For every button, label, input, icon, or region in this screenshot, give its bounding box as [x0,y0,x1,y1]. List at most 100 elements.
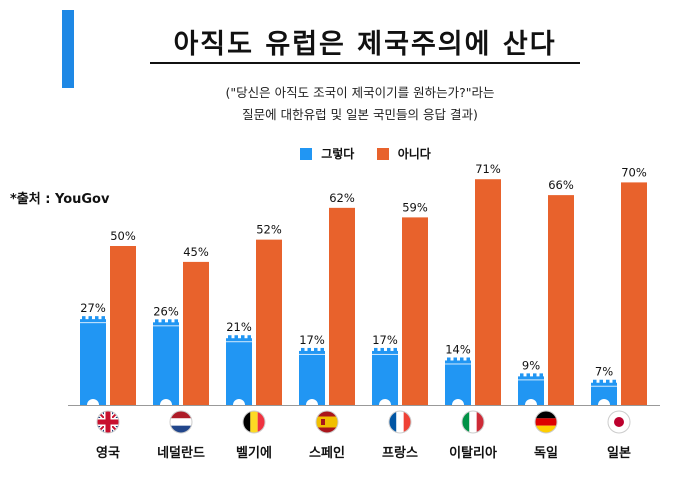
subtitle-line-2: 질문에 대한유럽 및 일본 국민들의 응답 결과) [242,107,478,122]
bar-yes-crenel [520,373,524,377]
bar-yes-stripe [372,353,398,355]
data-label-no: 52% [256,223,282,237]
legend-item-yes: 그렇다 [300,145,354,162]
bar-yes [153,322,179,405]
data-label-no: 50% [110,229,136,243]
category-label: 프랑스 [382,446,418,461]
bar-no [110,246,136,405]
data-label-yes: 17% [372,333,398,347]
bar-yes-crenel [320,347,324,352]
belgium-flag-icon [242,410,266,434]
subtitle-line-1: ("당신은 아직도 조국이 제국이기를 원하는가?"라는 [225,85,495,100]
data-label-yes: 14% [445,342,471,356]
bar-yes-stripe [445,363,471,365]
bar-yes-crenel [599,379,603,384]
data-label-no: 71% [475,162,501,176]
bar-yes-stripe [226,341,252,343]
bar-yes [80,319,106,405]
bar-yes-crenel [466,357,470,361]
bar-no [183,261,209,405]
bar-no [329,207,355,405]
bar-yes-crenel [387,347,391,352]
legend-swatch-no [376,148,389,160]
legend: 그렇다 아니다 [300,145,449,162]
bar-yes-stripe [80,322,106,324]
bar-no [621,182,647,405]
category-label: 벨기에 [236,445,272,461]
bar-yes-gate [598,399,610,405]
data-label-no: 66% [548,178,574,192]
bar-no [475,179,501,405]
bar-yes-crenel [393,347,397,352]
data-label-yes: 17% [299,333,325,347]
bar-yes-crenel [539,373,543,377]
bar-yes-crenel [247,335,251,339]
data-label-yes: 26% [153,304,179,318]
bar-yes-crenel [612,379,616,384]
bar-yes-crenel [593,379,597,384]
bar-yes-crenel [533,373,537,377]
bar-yes-crenel [606,379,610,384]
bar-yes-crenel [228,335,232,339]
data-label-no: 62% [329,191,355,205]
accent-bar [62,10,74,88]
category-label: 스페인 [309,445,345,461]
bar-yes-gate [87,399,99,405]
bar-yes-crenel [241,335,245,339]
japan-flag-icon [607,410,631,434]
bar-no [402,217,428,405]
bar-yes-stripe [591,385,617,387]
bar-yes-crenel [88,316,92,320]
uk-flag-icon [96,410,120,434]
chart-subtitle: ("당신은 아직도 조국이 제국이기를 원하는가?"라는 질문에 대한유럽 및 … [170,82,550,126]
italy-flag-icon [461,410,485,434]
bar-yes-gate [525,399,537,405]
data-label-no: 59% [402,200,428,214]
bar-yes-crenel [301,347,305,352]
bar-yes-crenel [526,373,530,377]
bar-yes [372,350,398,405]
bar-yes-stripe [518,379,544,381]
bar-yes-crenel [374,347,378,352]
bar-yes-crenel [101,316,105,320]
spain-flag-icon [315,410,339,434]
bar-no [548,195,574,405]
legend-swatch-yes [300,148,312,160]
france-flag-icon [388,410,412,434]
bar-yes-crenel [380,347,384,352]
bar-yes-stripe [299,353,325,355]
data-label-yes: 9% [522,358,540,372]
bar-yes-crenel [155,319,159,323]
bar-yes [226,338,252,405]
category-label: 영국 [96,446,120,461]
bar-yes-crenel [460,357,464,361]
netherlands-flag-icon [169,410,193,434]
bar-yes-crenel [447,357,451,361]
chart-title: 아직도 유럽은 제국주의에 산다 [173,29,557,60]
data-label-yes: 7% [595,365,613,379]
category-label: 일본 [607,446,631,461]
germany-flag-icon [534,410,558,434]
bar-yes [299,350,325,405]
title-underline [150,62,580,64]
bar-yes-crenel [168,319,172,323]
data-label-yes: 21% [226,320,252,334]
bar-yes-crenel [95,316,99,320]
bar-yes-gate [379,399,391,405]
bar-yes-crenel [307,347,311,352]
bar-no [256,239,282,405]
bar-yes-crenel [234,335,238,339]
category-label: 네덜란드 [157,445,205,461]
bar-yes-crenel [161,319,165,323]
legend-label-yes: 그렇다 [321,147,355,161]
bar-yes-gate [452,399,464,405]
bar-yes-crenel [82,316,86,320]
bar-yes-gate [160,399,172,405]
data-label-yes: 27% [80,301,106,315]
source-note: *출처 : YouGov [10,192,110,207]
data-label-no: 45% [183,245,209,259]
category-label: 독일 [534,446,558,461]
bar-yes [591,382,617,405]
legend-label-no: 아니다 [397,147,431,161]
